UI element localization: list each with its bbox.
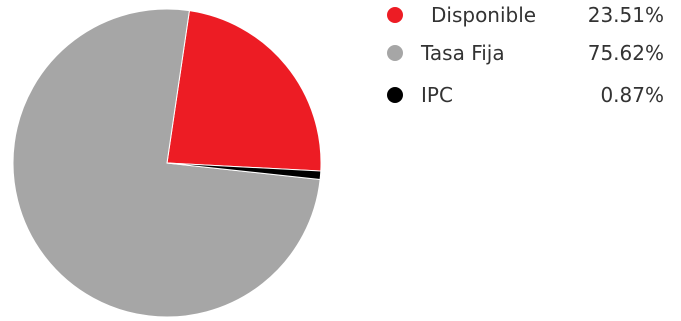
legend-label-tasa-fija: Tasa Fija xyxy=(421,41,505,65)
legend-label-ipc: IPC xyxy=(421,83,453,107)
legend-value-tasa-fija: 75.62% xyxy=(587,41,664,65)
legend-value-ipc: 0.87% xyxy=(600,83,664,107)
legend-swatch-ipc xyxy=(387,87,403,103)
pie-slice-disponible xyxy=(166,10,322,172)
pie-chart-svg xyxy=(12,8,322,318)
pie-slice-tasa-fija xyxy=(12,8,321,318)
legend-swatch-tasa-fija xyxy=(387,45,403,61)
legend-swatch-disponible xyxy=(387,7,403,23)
legend-item-tasa-fija: Tasa Fija 75.62% xyxy=(384,38,674,68)
legend-item-ipc: IPC 0.87% xyxy=(384,80,674,110)
legend-item-disponible: Disponible 23.51% xyxy=(384,0,674,30)
legend-value-disponible: 23.51% xyxy=(587,3,664,27)
legend-label-disponible: Disponible xyxy=(431,3,537,27)
pie-slice-ipc xyxy=(166,162,322,181)
